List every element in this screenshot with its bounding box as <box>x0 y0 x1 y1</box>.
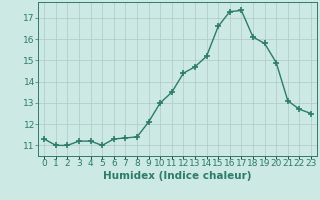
X-axis label: Humidex (Indice chaleur): Humidex (Indice chaleur) <box>103 171 252 181</box>
